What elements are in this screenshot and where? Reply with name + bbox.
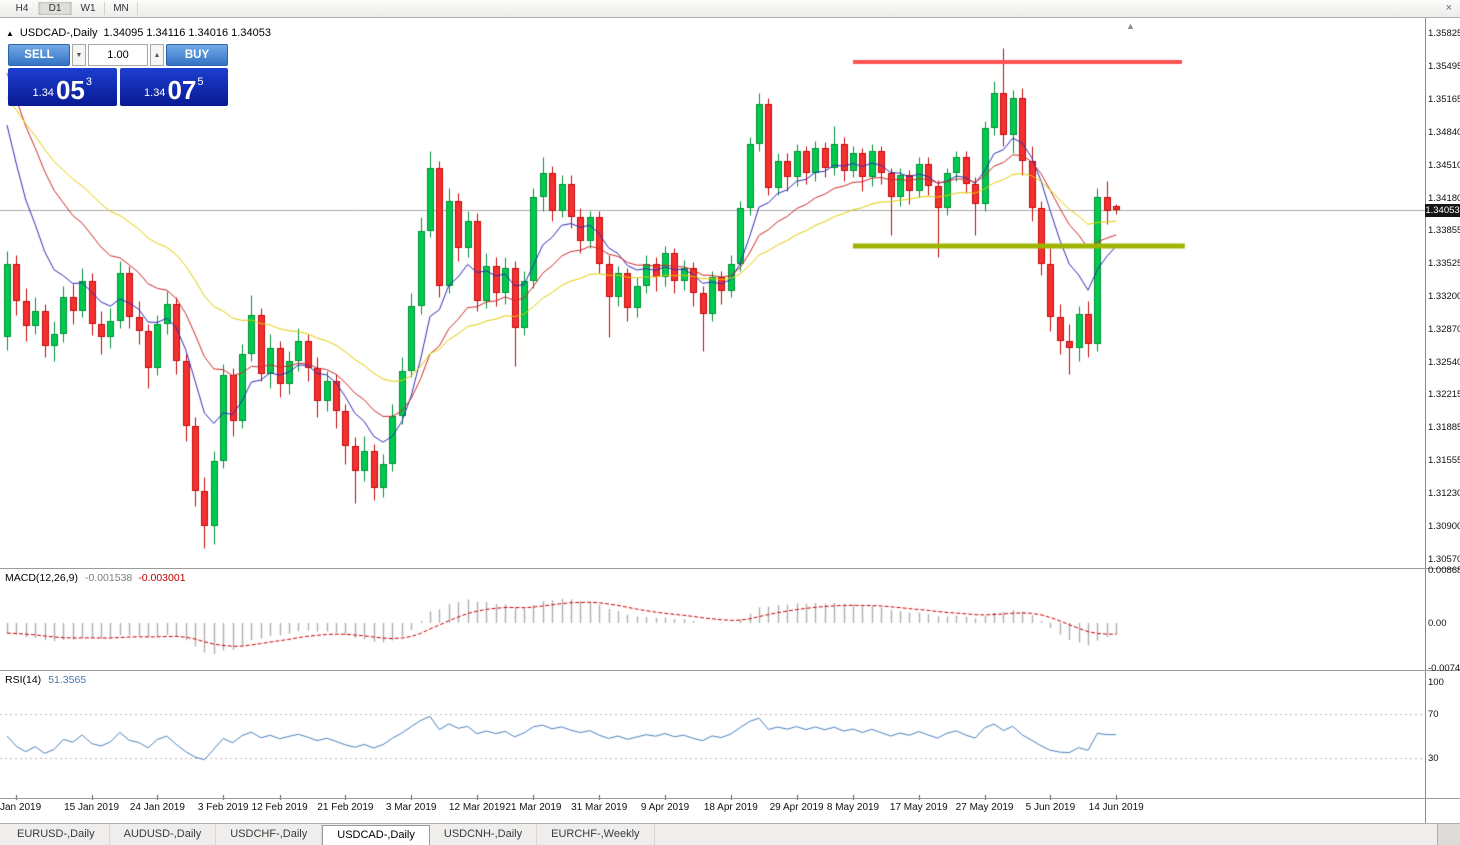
date-axis-label: 15 Jan 2019: [64, 802, 120, 813]
symbol-tab-usdcnh-daily[interactable]: USDCNH-,Daily: [430, 824, 538, 845]
macd-axis-label: 0.00: [1428, 617, 1447, 629]
rsi-name: RSI(14): [5, 674, 42, 686]
price-axis-label: 1.31230: [1428, 487, 1460, 499]
tabbar-corner: [1437, 824, 1460, 845]
macd-signal-value: -0.003001: [138, 572, 186, 584]
price-axis-label: 1.30570: [1428, 553, 1460, 565]
date-axis-label: 12 Feb 2019: [251, 802, 308, 813]
price-axis-label: 1.34180: [1428, 192, 1460, 204]
buy-price-prefix: 1.34: [144, 87, 166, 99]
volume-input[interactable]: [88, 44, 148, 66]
timeframe-button-w1[interactable]: W1: [72, 2, 105, 15]
price-axis-label: 1.32870: [1428, 323, 1460, 335]
buy-price-panel[interactable]: 1.34 07 5: [119, 68, 228, 106]
date-axis-label: 3 Feb 2019: [197, 802, 249, 813]
pane-separator-rsi[interactable]: [0, 670, 1460, 671]
date-axis-label: 18 Apr 2019: [703, 802, 758, 813]
date-axis-label: 3 Mar 2019: [385, 802, 437, 813]
chart-ohlc-values: 1.34095 1.34116 1.34016 1.34053: [103, 27, 271, 39]
price-axis-label: 1.35825: [1428, 28, 1460, 39]
current-price-tag: 1.34053: [1425, 204, 1460, 218]
price-axis-label: 1.34510: [1428, 159, 1460, 171]
price-axis-label: 1.33200: [1428, 290, 1460, 302]
date-axis-label: 9 Apr 2019: [640, 802, 690, 813]
chart-symbol-period: USDCAD-,Daily: [19, 27, 98, 39]
symbol-tab-eurusd-daily[interactable]: EURUSD-,Daily: [3, 824, 110, 845]
rsi-axis-label: 70: [1428, 709, 1439, 721]
price-chart-canvas[interactable]: [0, 18, 1425, 800]
symbol-tab-usdcad-daily[interactable]: USDCAD-,Daily: [322, 825, 430, 845]
sell-price-pipette: 3: [85, 76, 92, 88]
price-axis-label: 1.35165: [1428, 94, 1460, 105]
buy-price-big-digits: 07: [167, 75, 197, 105]
chart-window: ▲ USDCAD-,Daily 1.34095 1.34116 1.34016 …: [0, 18, 1460, 823]
macd-label: MACD(12,26,9) -0.001538 -0.003001: [5, 572, 186, 584]
date-axis-label: 31 Mar 2019: [571, 802, 628, 813]
date-axis-label: 29 Apr 2019: [769, 802, 824, 813]
price-axis-label: 1.33855: [1428, 225, 1460, 236]
close-icon[interactable]: ×: [1445, 2, 1452, 14]
pane-separator-macd[interactable]: [0, 568, 1460, 569]
rsi-axis-label: 100: [1428, 677, 1444, 688]
date-axis-line: [0, 798, 1460, 799]
rsi-label: RSI(14) 51.3565: [5, 674, 86, 686]
date-axis-label: 21 Feb 2019: [317, 802, 374, 813]
collapse-panel-icon[interactable]: ▲: [6, 28, 14, 38]
price-axis[interactable]: [1425, 18, 1460, 823]
symbol-tab-audusd-daily[interactable]: AUDUSD-,Daily: [110, 824, 217, 845]
timeframe-button-h4[interactable]: H4: [6, 2, 39, 15]
date-axis-label: 6 Jan 2019: [0, 802, 42, 813]
price-axis-label: 1.31885: [1428, 422, 1460, 433]
sell-price-big-digits: 05: [55, 75, 85, 105]
symbol-tab-usdchf-daily[interactable]: USDCHF-,Daily: [216, 824, 323, 845]
volume-increase-icon[interactable]: ▲: [150, 44, 164, 66]
price-axis-label: 1.35495: [1428, 61, 1460, 72]
one-click-trading-panel: SELL ▼ ▲ BUY 1.34 05 3 1.34 07 5: [8, 44, 228, 106]
symbol-tab-bar: EURUSD-,Daily AUDUSD-,Daily USDCHF-,Daily U…: [0, 823, 1460, 845]
sell-button[interactable]: SELL: [8, 44, 70, 66]
date-axis-label: 14 Jun 2019: [1088, 802, 1144, 813]
date-axis-label: 5 Jun 2019: [1025, 802, 1076, 813]
volume-decrease-icon[interactable]: ▼: [72, 44, 86, 66]
date-axis-label: 24 Jan 2019: [129, 802, 185, 813]
date-axis-label: 21 Mar 2019: [505, 802, 562, 813]
macd-axis-label: 0.008686: [1428, 565, 1460, 576]
sell-price-panel[interactable]: 1.34 05 3: [8, 68, 117, 106]
price-axis-label: 1.33525: [1428, 258, 1460, 269]
timeframe-toolbar: H4 D1 W1 MN ×: [0, 0, 1460, 18]
timeframe-button-d1[interactable]: D1: [39, 2, 72, 15]
price-axis-label: 1.30900: [1428, 520, 1460, 532]
buy-button[interactable]: BUY: [166, 44, 228, 66]
sell-price-prefix: 1.34: [32, 87, 54, 99]
price-axis-label: 1.32540: [1428, 356, 1460, 368]
symbol-tab-eurchf-weekly[interactable]: EURCHF-,Weekly: [537, 824, 655, 845]
date-axis-label: 12 Mar 2019: [448, 802, 506, 813]
price-axis-label: 1.32215: [1428, 389, 1460, 400]
macd-name: MACD(12,26,9): [5, 572, 78, 584]
price-axis-label: 1.31555: [1428, 455, 1460, 466]
rsi-value: 51.3565: [48, 674, 87, 686]
chart-title: ▲ USDCAD-,Daily 1.34095 1.34116 1.34016 …: [6, 27, 271, 39]
buy-price-pipette: 5: [197, 76, 204, 88]
macd-axis-label: -0.007404: [1428, 663, 1460, 674]
date-axis-label: 17 May 2019: [889, 802, 948, 813]
chart-shift-marker-icon[interactable]: ▲: [1126, 21, 1135, 31]
timeframe-button-mn[interactable]: MN: [105, 2, 138, 15]
date-axis-label: 8 May 2019: [826, 802, 880, 813]
rsi-axis-label: 30: [1428, 752, 1439, 764]
date-axis-label: 27 May 2019: [955, 802, 1014, 813]
macd-main-value: -0.001538: [84, 572, 133, 584]
price-axis-label: 1.34840: [1428, 126, 1460, 138]
